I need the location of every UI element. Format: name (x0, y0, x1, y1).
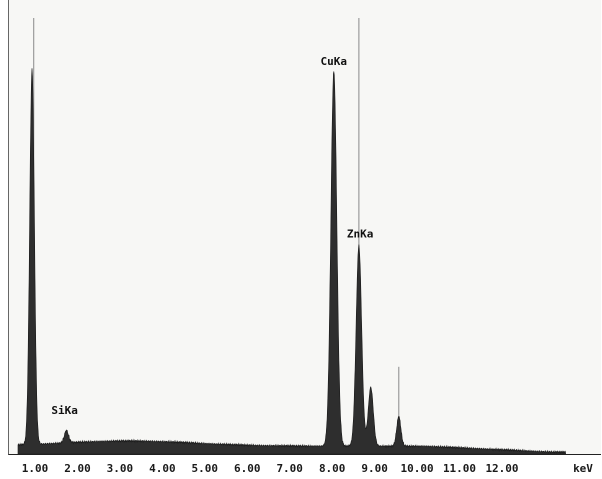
x-tick-label: 1.00 (22, 462, 49, 475)
x-axis-unit-label: keV (573, 462, 593, 475)
x-tick-label: 4.00 (149, 462, 176, 475)
peak-label-cuka: CuKa (321, 55, 348, 68)
x-axis-ticks: 1.00 2.00 3.00 4.00 5.00 6.00 7.00 8.00 9.00 10.0… (22, 462, 519, 475)
spectrum-area (17, 68, 566, 455)
x-tick-label: 9.00 (361, 462, 388, 475)
x-tick-label: 10.00 (401, 462, 434, 475)
peak-labels: SiKa CuKa ZnKa (51, 55, 373, 417)
x-axis-band (8, 455, 600, 479)
x-tick-label: 3.00 (107, 462, 134, 475)
x-tick-label: 7.00 (276, 462, 303, 475)
x-tick-label: 11.00 (443, 462, 476, 475)
x-tick-label: 6.00 (234, 462, 261, 475)
marker-lines (33, 18, 400, 454)
x-tick-label: 5.00 (192, 462, 219, 475)
x-tick-label: 8.00 (319, 462, 346, 475)
peak-label-znka: ZnKa (347, 228, 374, 241)
x-tick-label: 12.00 (485, 462, 518, 475)
peak-label-sika: SiKa (51, 404, 78, 417)
plot-area (8, 0, 601, 455)
x-tick-label: 2.00 (64, 462, 91, 475)
